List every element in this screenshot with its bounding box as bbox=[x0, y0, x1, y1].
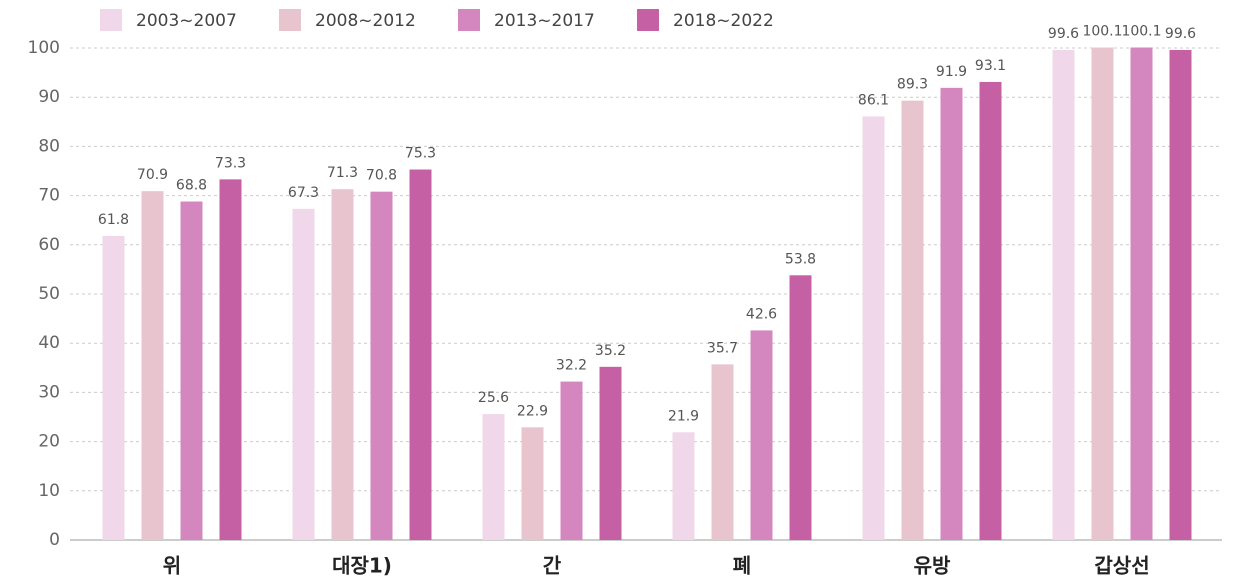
bar bbox=[370, 191, 393, 540]
value-label: 68.8 bbox=[176, 178, 207, 194]
value-label: 75.3 bbox=[405, 146, 436, 162]
bar bbox=[1169, 49, 1192, 541]
value-label: 70.8 bbox=[366, 168, 397, 184]
value-label: 91.9 bbox=[936, 64, 967, 80]
bar bbox=[1052, 49, 1075, 541]
y-tick-label: 30 bbox=[38, 382, 60, 402]
bar bbox=[599, 366, 622, 540]
legend-label: 2003~2007 bbox=[136, 11, 237, 31]
value-label: 35.7 bbox=[707, 340, 738, 356]
bar bbox=[331, 189, 354, 541]
x-tick-label: 폐 bbox=[733, 554, 751, 578]
y-tick-label: 40 bbox=[38, 333, 60, 353]
x-tick-label: 유방 bbox=[914, 554, 951, 578]
bar bbox=[672, 432, 695, 540]
y-tick-label: 70 bbox=[38, 186, 60, 206]
bar bbox=[560, 381, 583, 540]
y-tick-label: 90 bbox=[38, 87, 60, 107]
legend-label: 2018~2022 bbox=[673, 11, 774, 31]
bar bbox=[711, 364, 734, 540]
bar bbox=[219, 179, 242, 540]
value-label: 100.1 bbox=[1082, 24, 1122, 40]
y-tick-label: 20 bbox=[38, 432, 60, 452]
bar bbox=[292, 208, 315, 540]
value-label: 86.1 bbox=[858, 92, 889, 108]
value-label: 99.6 bbox=[1165, 26, 1196, 42]
value-label: 22.9 bbox=[517, 403, 548, 419]
bar bbox=[409, 169, 432, 541]
bar bbox=[1091, 47, 1114, 541]
legend-swatch bbox=[100, 9, 122, 31]
value-label: 61.8 bbox=[98, 212, 129, 228]
x-tick-label: 갑상선 bbox=[1094, 554, 1149, 578]
x-tick-label: 간 bbox=[543, 554, 562, 578]
value-label: 53.8 bbox=[785, 251, 816, 267]
value-label: 89.3 bbox=[897, 77, 928, 93]
bar bbox=[979, 81, 1002, 540]
x-tick-label: 대장1) bbox=[332, 554, 392, 578]
y-tick-label: 0 bbox=[49, 530, 60, 550]
value-label: 71.3 bbox=[327, 165, 358, 181]
y-tick-label: 100 bbox=[28, 38, 60, 58]
bar bbox=[521, 427, 544, 540]
y-tick-label: 50 bbox=[38, 284, 60, 304]
value-label: 99.6 bbox=[1048, 26, 1079, 42]
bar bbox=[862, 116, 885, 540]
legend-swatch bbox=[637, 9, 659, 31]
value-label: 21.9 bbox=[668, 408, 699, 424]
bar bbox=[1130, 47, 1153, 541]
bar bbox=[141, 191, 164, 540]
value-label: 42.6 bbox=[746, 306, 777, 322]
y-tick-label: 60 bbox=[38, 235, 60, 255]
value-label: 70.9 bbox=[137, 167, 168, 183]
value-label: 100.1 bbox=[1121, 24, 1161, 40]
legend-label: 2008~2012 bbox=[315, 11, 416, 31]
value-label: 73.3 bbox=[215, 155, 246, 171]
bar bbox=[102, 235, 125, 540]
bar bbox=[901, 100, 924, 541]
bar bbox=[750, 330, 773, 540]
legend-swatch bbox=[279, 9, 301, 31]
legend-label: 2013~2017 bbox=[494, 11, 595, 31]
bar bbox=[789, 275, 812, 540]
bar bbox=[180, 201, 203, 540]
bar bbox=[940, 87, 963, 541]
value-label: 93.1 bbox=[975, 58, 1006, 74]
bar bbox=[482, 414, 505, 540]
value-label: 67.3 bbox=[288, 185, 319, 201]
value-label: 32.2 bbox=[556, 358, 587, 374]
y-tick-label: 80 bbox=[38, 136, 60, 156]
value-label: 25.6 bbox=[478, 390, 509, 406]
x-tick-label: 위 bbox=[163, 554, 181, 578]
y-tick-label: 10 bbox=[38, 481, 60, 501]
value-label: 35.2 bbox=[595, 343, 626, 359]
legend-swatch bbox=[458, 9, 480, 31]
